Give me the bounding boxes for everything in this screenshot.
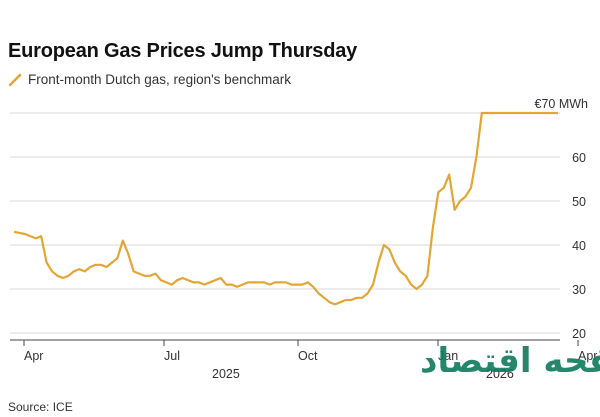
x-tick-label: Jul xyxy=(164,349,180,363)
x-tick-label: Apr xyxy=(578,349,597,363)
y-axis-top-label: €70 MWh xyxy=(535,97,589,111)
x-tick-label: Oct xyxy=(298,349,318,363)
source-note: Source: ICE xyxy=(8,400,73,414)
legend-line-icon xyxy=(8,73,22,86)
x-tick-label: Jan xyxy=(438,349,458,363)
legend-label: Front-month Dutch gas, region's benchmar… xyxy=(28,72,291,87)
series-line xyxy=(13,111,558,306)
y-tick-label: 30 xyxy=(572,283,586,297)
grid-lines xyxy=(10,112,560,341)
x-tick-label: Apr xyxy=(24,349,43,363)
chart-legend: Front-month Dutch gas, region's benchmar… xyxy=(8,72,291,87)
x-axis-year-label: 2026 xyxy=(486,367,514,381)
y-tick-label: 60 xyxy=(572,151,586,165)
x-axis-ticks: Apr Jul Oct Jan Apr xyxy=(23,340,597,363)
chart-title: European Gas Prices Jump Thursday xyxy=(8,40,358,62)
watermark: صفحه اقتصاد xyxy=(420,341,600,381)
y-tick-label: 40 xyxy=(572,239,586,253)
y-tick-label: 50 xyxy=(572,195,586,209)
y-tick-label: 20 xyxy=(572,327,586,341)
y-axis-ticks: 20 30 40 50 60 xyxy=(572,151,586,341)
x-axis-year-label: 2025 xyxy=(212,367,240,381)
